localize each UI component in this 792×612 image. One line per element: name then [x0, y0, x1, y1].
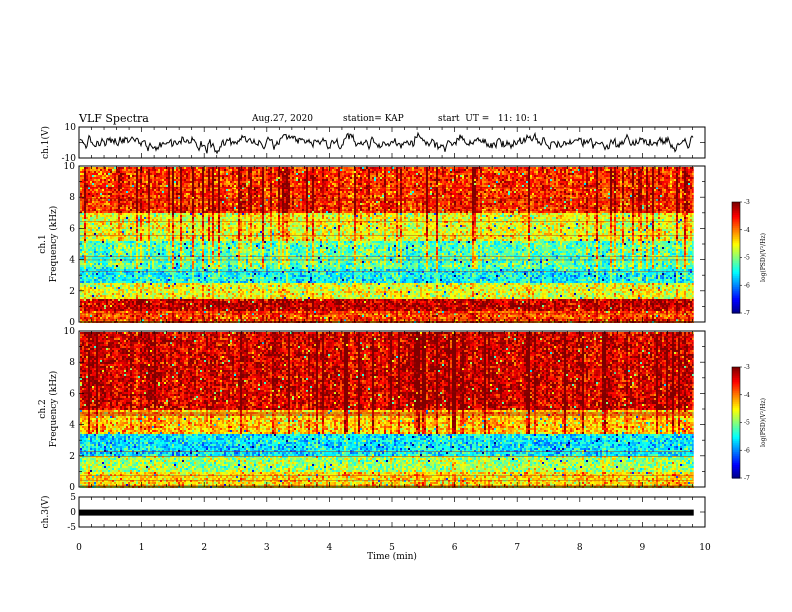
ch2-spectrogram-ytick-label: 2: [69, 452, 75, 462]
ch1-spectrogram-ytick-label: 4: [69, 256, 75, 266]
time-xtick-label: 10: [699, 543, 711, 553]
time-xlabel: Time (min): [367, 551, 417, 562]
ch3-ytick-label: 0: [70, 508, 76, 518]
ch2-spectrogram-colorbar-tick-label: -6: [744, 447, 750, 454]
ch2-spectrogram-ytick-label: 6: [69, 389, 75, 399]
ch2-spectrogram-colorbar-tick-label: -7: [744, 475, 750, 482]
ch2-spectrogram-colorbar-tick-label: -4: [744, 392, 750, 399]
ch1-ylabel: ch.1(V): [40, 126, 51, 159]
ch2-spectrogram-ytick-label: 8: [69, 358, 75, 368]
time-xtick-label: 2: [201, 543, 207, 553]
ch3-ytick-label: -5: [67, 523, 76, 533]
time-xtick-label: 4: [327, 543, 333, 553]
ch1-spectrogram-colorbar-tick-label: -3: [744, 199, 750, 206]
ch1-spectrogram-ytick-label: 10: [64, 162, 76, 172]
ch2-spectrogram-ytick-label: 10: [64, 327, 76, 337]
ch3-ylabel: ch.3(V): [40, 496, 51, 529]
ch2-spectrogram-cells: [80, 332, 694, 488]
ch1-spectrogram-cells: [80, 167, 694, 323]
ch1-spectrogram-colorbar-tick-label: -6: [744, 282, 750, 289]
ch1-spectrogram-ytick-label: 6: [69, 224, 75, 234]
ch1-waveform-line: [80, 133, 693, 153]
time-xtick-label: 6: [452, 543, 458, 553]
ch2-spectrogram-colorbar-tick-label: -3: [744, 364, 750, 371]
time-xtick-label: 3: [264, 543, 270, 553]
time-xtick-label: 8: [577, 543, 583, 553]
ch1-spectrogram-ylabel-frequency: Frequency (kHz): [48, 206, 59, 283]
ch1-spectrogram-colorbar-tick-label: -5: [744, 255, 750, 262]
ch3-ytick-label: 5: [70, 493, 76, 503]
ch1-spectrogram-colorbar-tick-label: -4: [744, 227, 750, 234]
ch1-spectrogram-ytick-label: 8: [69, 193, 75, 203]
ch2-spectrogram-colorbar-tick-label: -5: [744, 420, 750, 427]
time-xtick-label: 0: [76, 543, 82, 553]
time-xtick-label: 7: [514, 543, 520, 553]
ch2-spectrogram-ylabel-channel: ch.2: [38, 399, 48, 418]
ch2-spectrogram-ytick-label: 0: [69, 483, 75, 493]
ch3-waveform-band: [79, 510, 694, 516]
ch2-spectrogram-ytick-label: 4: [69, 421, 75, 431]
time-xtick-label: 1: [139, 543, 145, 553]
time-xtick-label: 9: [640, 543, 646, 553]
ch1-spectrogram-colorbar-tick-label: -7: [744, 310, 750, 317]
ch2-spectrogram-ylabel-frequency: Frequency (kHz): [48, 371, 59, 448]
ch2-spectrogram-colorbar-label: log(PSD)(V²/Hz): [760, 398, 767, 447]
ch1-spectrogram-ytick-label: 2: [69, 287, 75, 297]
ch1-ytick-label: 10: [65, 123, 77, 133]
ch1-spectrogram-colorbar-label: log(PSD)(V²/Hz): [760, 233, 767, 282]
ch1-spectrogram-ylabel-channel: ch.1: [38, 234, 48, 253]
